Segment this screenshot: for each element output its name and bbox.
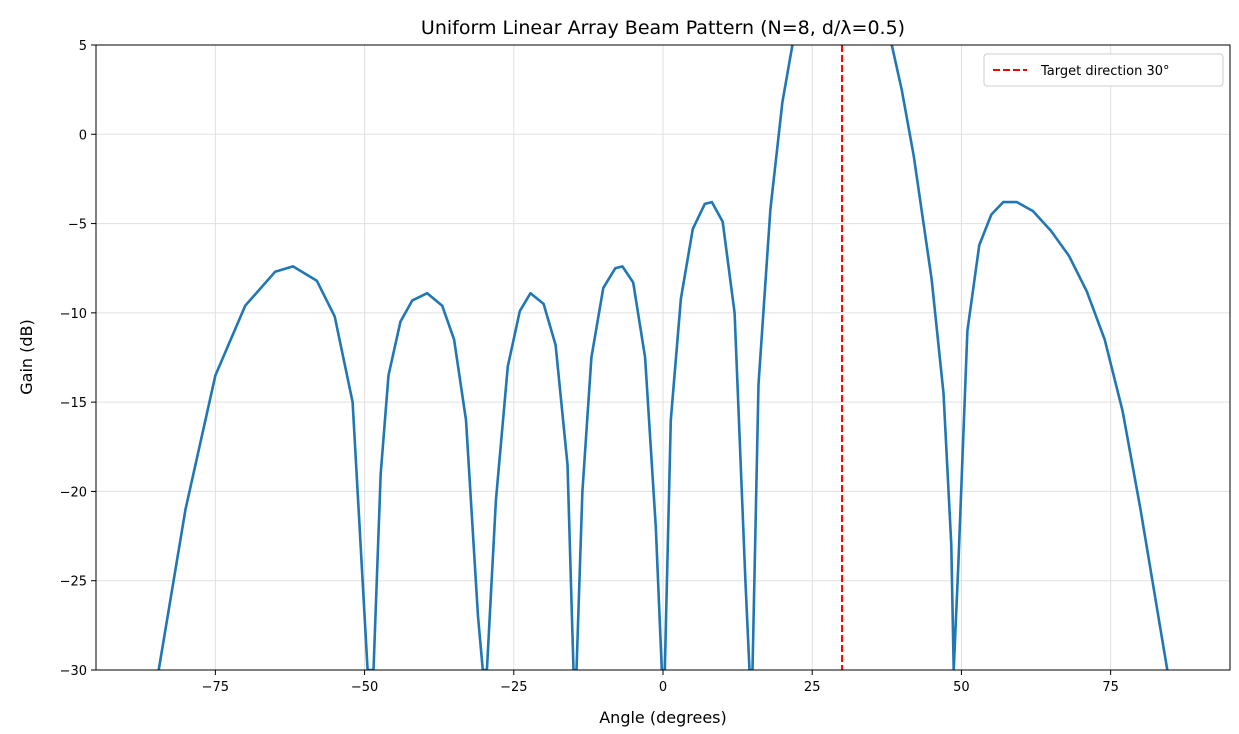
- y-tick-label: −30: [60, 664, 87, 679]
- legend-box: [983, 53, 1224, 87]
- y-tick-label: 0: [79, 128, 87, 143]
- x-tick-label: −25: [500, 680, 527, 695]
- y-tick-label: −5: [68, 218, 87, 233]
- plot-area: [157, 45, 1169, 670]
- x-tick-label: 50: [953, 680, 970, 695]
- y-tick-label: −10: [60, 307, 87, 322]
- legend-label-target-direction: Target direction 30°: [1040, 64, 1170, 79]
- y-axis-label: Gain (dB): [17, 319, 36, 395]
- x-axis-label: Angle (degrees): [599, 708, 727, 727]
- grid: [96, 44, 1230, 671]
- y-tick-label: 5: [79, 39, 87, 54]
- x-tick-label: 25: [804, 680, 821, 695]
- y-tick-label: −25: [60, 575, 87, 590]
- y-tick-label: −15: [60, 396, 87, 411]
- x-tick-label: 75: [1102, 680, 1119, 695]
- x-tick-label: 0: [659, 680, 667, 695]
- beam-pattern-line: [157, 45, 1169, 670]
- x-tick-label: −75: [202, 680, 229, 695]
- y-tick-label: −20: [60, 485, 87, 500]
- x-tick-label: −50: [351, 680, 378, 695]
- legend: Target direction 30°: [983, 53, 1224, 87]
- chart-title: Uniform Linear Array Beam Pattern (N=8, …: [421, 17, 905, 39]
